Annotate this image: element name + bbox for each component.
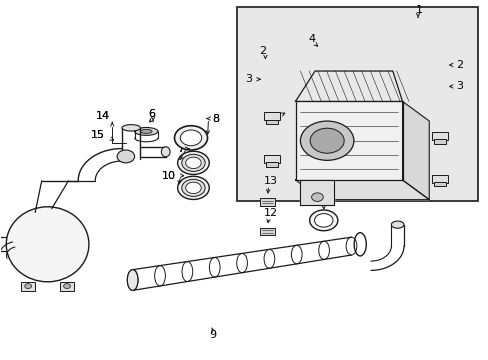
Ellipse shape — [161, 147, 170, 157]
Bar — [295, 102, 402, 180]
Circle shape — [25, 284, 31, 289]
Ellipse shape — [6, 207, 89, 282]
Circle shape — [311, 193, 323, 202]
Bar — [260, 228, 274, 235]
Bar — [260, 198, 274, 206]
Text: 10: 10 — [162, 171, 176, 181]
Ellipse shape — [182, 154, 204, 171]
Circle shape — [300, 121, 353, 160]
Text: 6: 6 — [148, 109, 155, 119]
Ellipse shape — [127, 270, 138, 291]
Bar — [266, 120, 278, 124]
Text: 8: 8 — [211, 113, 219, 123]
Bar — [433, 182, 445, 186]
Ellipse shape — [177, 176, 209, 199]
Bar — [21, 282, 35, 291]
Polygon shape — [300, 180, 334, 205]
Polygon shape — [402, 102, 428, 200]
Text: 1: 1 — [415, 5, 422, 15]
Circle shape — [63, 284, 70, 289]
Text: 8: 8 — [211, 113, 219, 123]
Ellipse shape — [122, 125, 140, 131]
Text: 5: 5 — [272, 113, 279, 123]
Ellipse shape — [182, 179, 204, 197]
Text: 11: 11 — [319, 195, 332, 204]
Ellipse shape — [134, 127, 158, 135]
Text: 3: 3 — [455, 81, 462, 91]
Ellipse shape — [174, 126, 207, 150]
Text: 15: 15 — [90, 130, 104, 140]
Circle shape — [117, 150, 134, 163]
Ellipse shape — [140, 130, 152, 134]
Bar — [431, 175, 447, 183]
Text: 12: 12 — [264, 208, 278, 218]
Bar — [433, 139, 445, 144]
Text: 2: 2 — [455, 60, 462, 70]
Bar — [431, 132, 447, 140]
Text: 15: 15 — [90, 130, 104, 140]
Polygon shape — [295, 180, 428, 200]
Text: 7: 7 — [176, 144, 183, 154]
Text: 14: 14 — [95, 111, 109, 121]
Text: 4: 4 — [307, 34, 315, 44]
Circle shape — [309, 128, 344, 153]
Ellipse shape — [390, 221, 403, 228]
Text: 14: 14 — [95, 111, 109, 121]
Bar — [266, 162, 278, 167]
Text: 9: 9 — [209, 330, 216, 341]
Ellipse shape — [180, 130, 201, 146]
Text: 13: 13 — [264, 176, 278, 186]
Bar — [60, 282, 74, 291]
Bar — [264, 156, 280, 163]
Bar — [264, 112, 280, 120]
Ellipse shape — [177, 151, 209, 175]
Text: 10: 10 — [162, 171, 176, 181]
Polygon shape — [295, 71, 402, 102]
Ellipse shape — [185, 157, 201, 168]
Text: 6: 6 — [148, 109, 155, 119]
Text: 7: 7 — [176, 144, 183, 154]
Ellipse shape — [185, 182, 201, 194]
Bar — [237, 7, 477, 202]
Ellipse shape — [309, 210, 337, 231]
Text: 3: 3 — [244, 74, 251, 84]
Ellipse shape — [314, 213, 332, 227]
Text: 2: 2 — [259, 46, 266, 56]
